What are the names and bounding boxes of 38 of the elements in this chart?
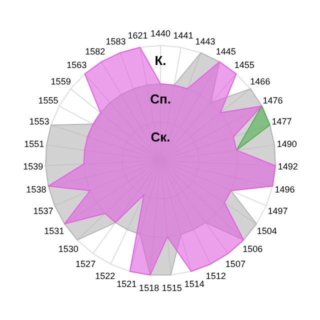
spoke-label: 1476 xyxy=(262,96,283,106)
spoke-label: 1518 xyxy=(139,282,160,293)
spoke-label: 1477 xyxy=(272,116,292,127)
spoke-label: 1492 xyxy=(278,162,298,172)
spoke-label: 1490 xyxy=(276,138,297,149)
spoke-label: 1466 xyxy=(250,76,270,87)
spoke-label: 1506 xyxy=(242,244,263,254)
spoke-label: 1514 xyxy=(184,278,204,289)
spoke-label: 1455 xyxy=(234,60,254,70)
spoke-label: 1563 xyxy=(66,60,87,70)
spoke-label: 1512 xyxy=(206,270,226,281)
spoke-label: 1443 xyxy=(195,36,216,47)
spoke-label: 1441 xyxy=(173,30,194,41)
y-tick-label: Ск. xyxy=(150,130,170,145)
spoke-label: 1504 xyxy=(256,226,277,236)
spoke-label: 1538 xyxy=(26,184,46,194)
y-tick-label: К. xyxy=(154,53,166,68)
spoke-label: 1539 xyxy=(23,162,44,172)
spoke-label: 1553 xyxy=(29,116,50,127)
y-tick-label: Сп. xyxy=(150,91,171,106)
spoke-label: 1559 xyxy=(50,76,71,87)
spoke-label: 1522 xyxy=(95,270,116,281)
spoke-label: 1515 xyxy=(162,282,182,293)
spoke-label: 1496 xyxy=(274,184,295,194)
spoke-label: 1521 xyxy=(116,278,137,289)
spoke-label: 1497 xyxy=(268,206,288,216)
spoke-label: 1582 xyxy=(85,46,106,57)
spoke-label: 1531 xyxy=(44,226,64,236)
spoke-label: 1551 xyxy=(24,138,44,149)
spoke-label: 1530 xyxy=(58,244,78,254)
spoke-label: 1445 xyxy=(216,46,236,57)
spoke-label: 1583 xyxy=(106,36,126,47)
spoke-label: 1555 xyxy=(38,96,58,106)
spoke-label: 1527 xyxy=(76,259,96,270)
spoke-label: 1440 xyxy=(150,28,171,38)
spoke-label: 1507 xyxy=(225,259,246,270)
spoke-label: 1537 xyxy=(33,206,54,216)
spoke-label: 1621 xyxy=(128,30,148,41)
